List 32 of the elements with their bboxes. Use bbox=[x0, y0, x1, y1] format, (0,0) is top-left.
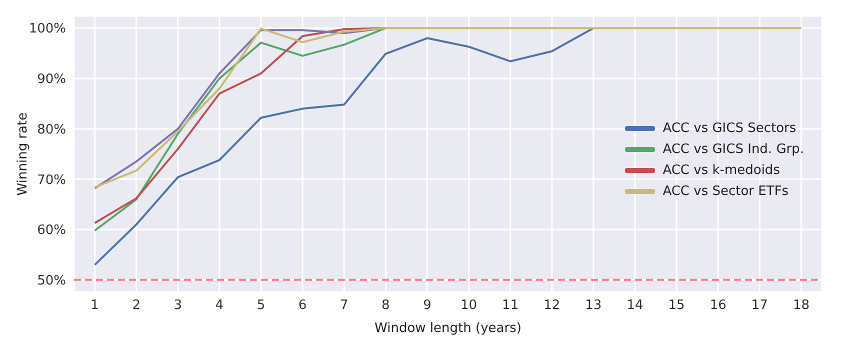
x-tick-label: 13 bbox=[585, 298, 602, 314]
x-tick-label: 12 bbox=[544, 298, 560, 314]
y-tick-label: 90% bbox=[37, 72, 66, 88]
legend-label: ACC vs GICS Sectors bbox=[662, 120, 796, 138]
x-tick-label: 16 bbox=[710, 298, 726, 314]
y-axis-title: Winning rate bbox=[16, 112, 31, 196]
legend-label: ACC vs k-medoids bbox=[662, 162, 780, 180]
legend-label: ACC vs GICS Ind. Grp. bbox=[662, 141, 804, 159]
x-tick-label: 5 bbox=[256, 298, 266, 314]
x-tick-label: 10 bbox=[460, 298, 478, 314]
x-tick-label: 17 bbox=[751, 298, 768, 314]
x-tick-label: 6 bbox=[298, 298, 307, 314]
x-tick-label: 14 bbox=[626, 298, 644, 314]
x-tick-label: 1 bbox=[90, 298, 99, 314]
y-tick-label: 50% bbox=[37, 274, 66, 289]
x-tick-label: 11 bbox=[502, 298, 519, 314]
x-axis-title: Window length (years) bbox=[374, 321, 522, 336]
line-series bbox=[94, 27, 594, 266]
x-tick-label: 9 bbox=[423, 298, 432, 314]
x-tick-label: 7 bbox=[340, 298, 348, 314]
y-tick-label: 60% bbox=[37, 223, 66, 238]
y-tick-label: 70% bbox=[37, 172, 66, 188]
x-tick-label: 8 bbox=[382, 298, 390, 314]
x-tick-label: 3 bbox=[174, 298, 182, 314]
x-tick-label: 18 bbox=[792, 298, 810, 314]
x-tick-label: 4 bbox=[215, 298, 224, 314]
y-tick-label: 100% bbox=[28, 22, 66, 37]
y-tick-label: 80% bbox=[37, 122, 66, 138]
x-tick-label: 2 bbox=[132, 298, 140, 314]
x-tick-label: 15 bbox=[668, 298, 685, 314]
legend-label: ACC vs Sector ETFs bbox=[662, 183, 789, 201]
line-series bbox=[94, 27, 387, 190]
